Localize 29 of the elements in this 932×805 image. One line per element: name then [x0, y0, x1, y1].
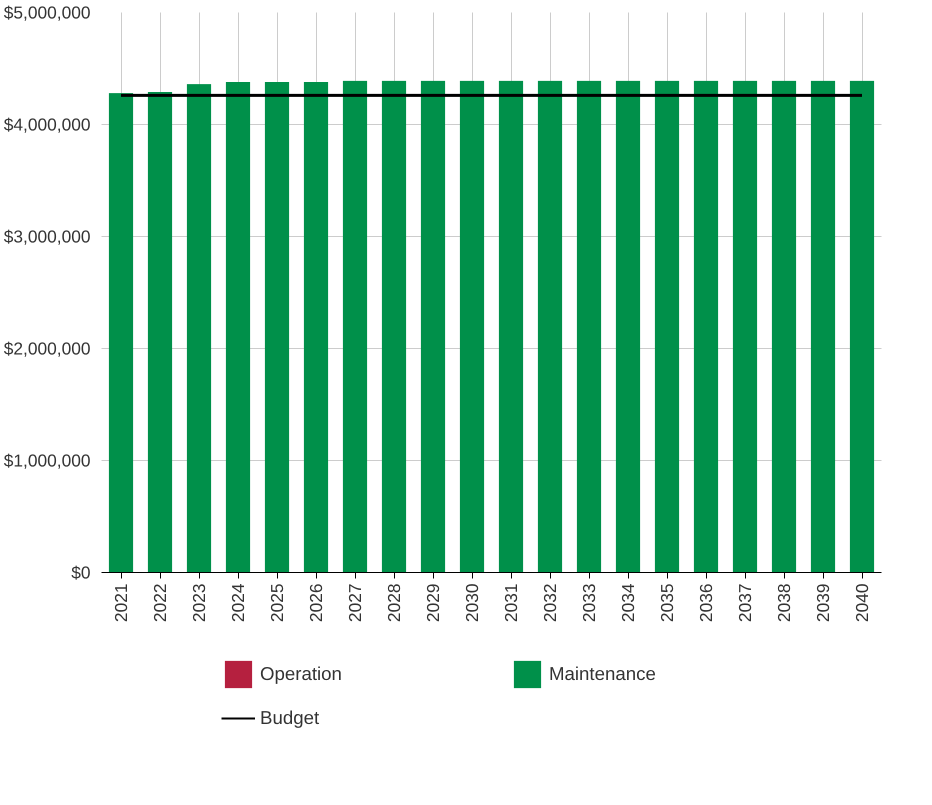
x-tick-label: 2039 — [813, 583, 833, 622]
y-tick-label: $1,000,000 — [4, 450, 91, 470]
legend-label: Operation — [260, 663, 343, 685]
x-tick-label: 2027 — [345, 583, 365, 622]
y-tick-label: $3,000,000 — [4, 226, 91, 246]
legend-label: Maintenance — [549, 663, 657, 685]
x-tick-label: 2028 — [384, 583, 404, 622]
x-tick-label: 2025 — [267, 583, 287, 622]
x-tick-label: 2023 — [189, 583, 209, 622]
y-tick-label: $5,000,000 — [4, 2, 91, 22]
x-tick-label: 2029 — [423, 583, 443, 622]
x-tick-label: 2022 — [150, 583, 170, 622]
x-tick-label: 2032 — [540, 583, 560, 622]
x-tick-label: 2026 — [306, 583, 326, 622]
y-tick-label: $0 — [71, 562, 91, 582]
x-tick-label: 2035 — [657, 583, 677, 622]
x-tick-label: 2036 — [696, 583, 716, 622]
x-tick-label: 2037 — [735, 583, 755, 622]
x-tick-label: 2038 — [774, 583, 794, 622]
x-tick-label: 2024 — [228, 583, 248, 622]
y-tick-label: $2,000,000 — [4, 338, 91, 358]
y-tick-label: $4,000,000 — [4, 114, 91, 134]
x-tick-label: 2021 — [111, 583, 131, 622]
x-tick-label: 2033 — [579, 583, 599, 622]
x-tick-label: 2030 — [462, 583, 482, 622]
x-tick-label: 2031 — [501, 583, 521, 622]
x-tick-label: 2034 — [618, 583, 638, 622]
x-tick-label: 2040 — [852, 583, 872, 622]
legend-label: Budget — [260, 707, 320, 729]
